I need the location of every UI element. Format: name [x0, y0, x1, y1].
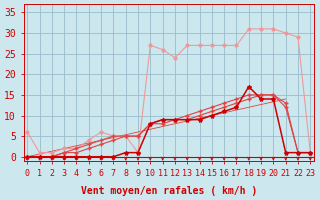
X-axis label: Vent moyen/en rafales ( km/h ): Vent moyen/en rafales ( km/h ) [81, 186, 257, 196]
